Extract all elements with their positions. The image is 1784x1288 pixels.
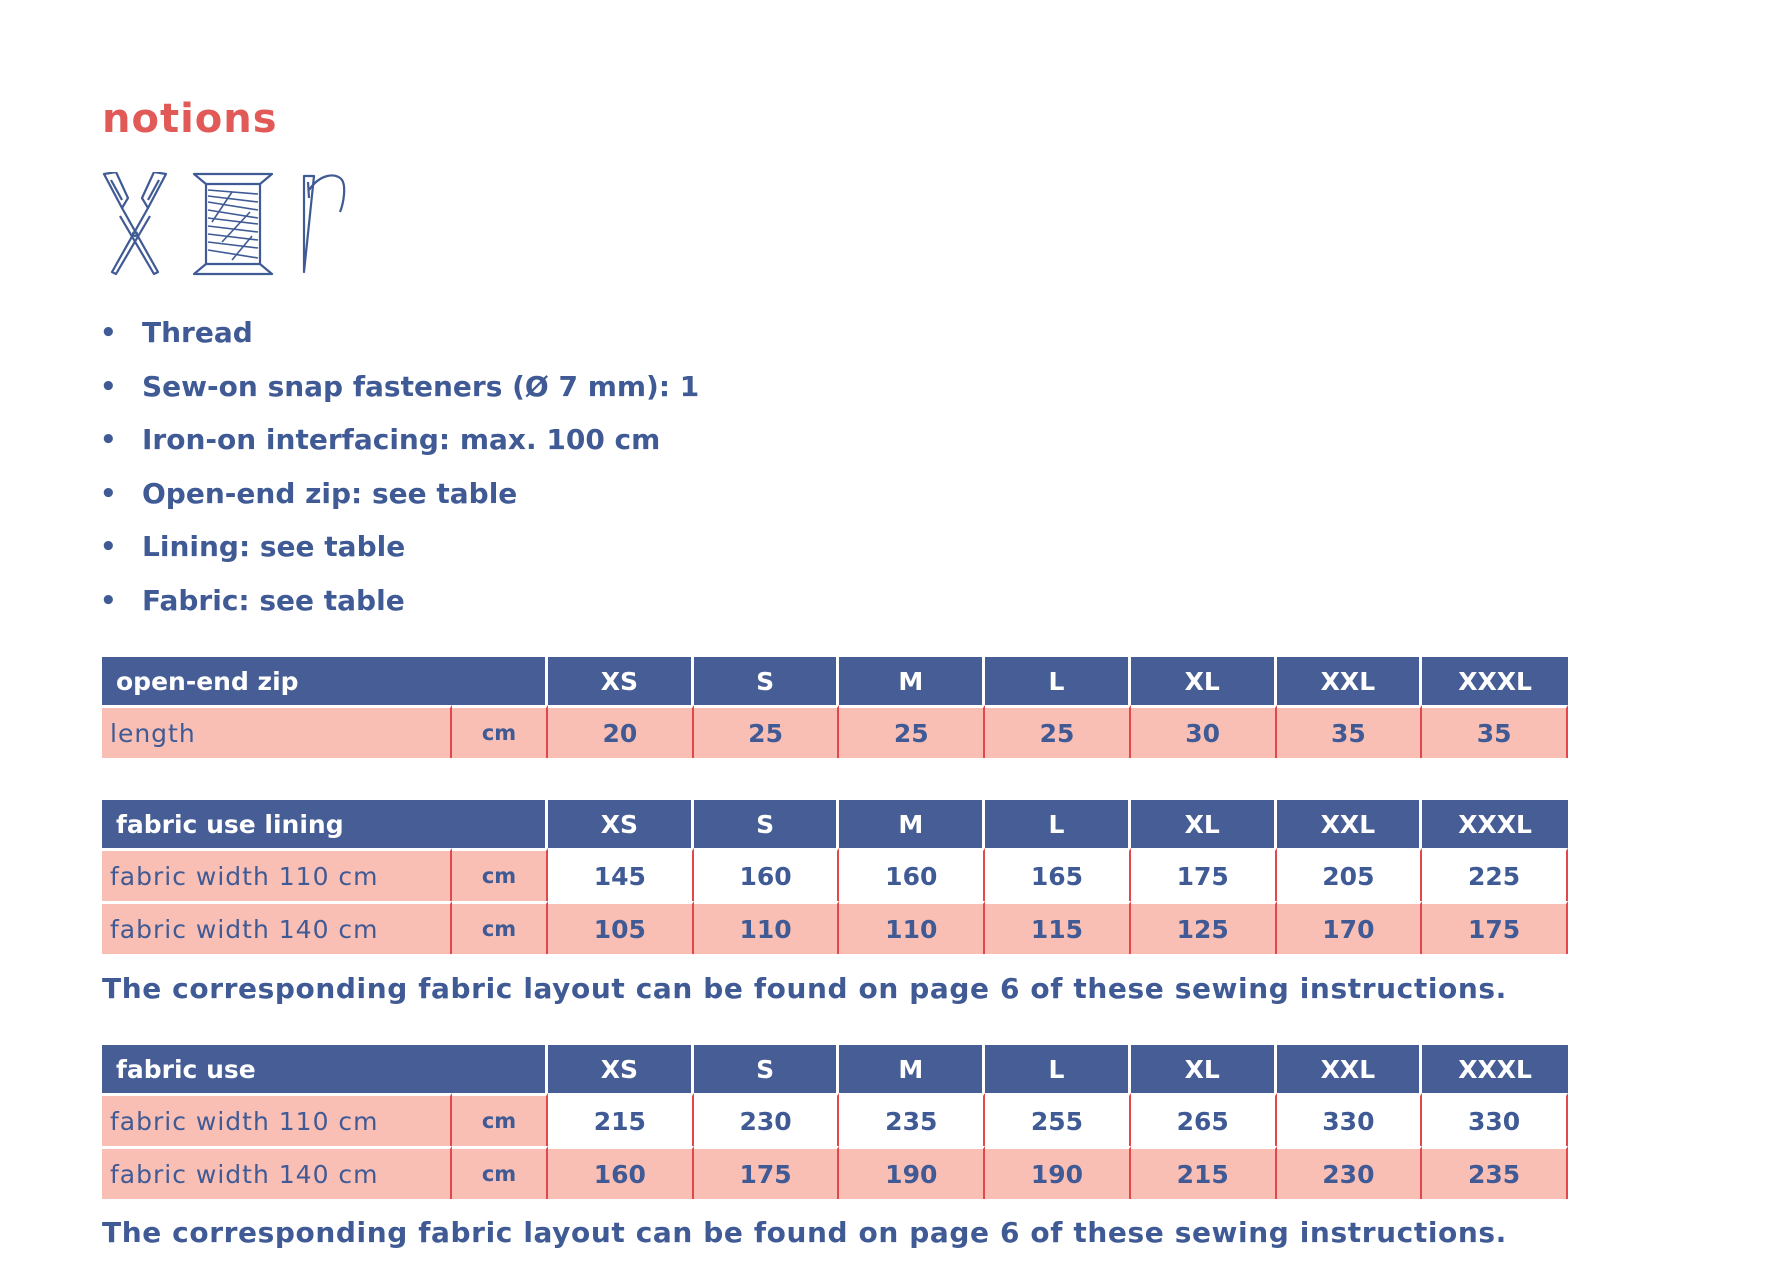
needle-icon — [302, 174, 346, 274]
table-cell: 115 — [985, 901, 1131, 954]
row-unit: cm — [452, 848, 549, 901]
table-cell: 20 — [548, 705, 694, 758]
table-row: fabric width 110 cm cm 215 230 235 255 2… — [102, 1093, 1568, 1146]
list-item: • Sew-on snap fasteners (Ø 7 mm): 1 — [100, 369, 700, 403]
table-header-row: fabric use lining XS S M L XL XXL XXXL — [102, 800, 1568, 848]
section-title: notions — [102, 96, 278, 142]
table-cell: 25 — [985, 705, 1131, 758]
size-header: S — [693, 657, 840, 705]
notions-list: • Thread • Sew-on snap fasteners (Ø 7 mm):… — [100, 315, 699, 637]
size-header: XXXL — [1422, 800, 1568, 848]
list-item: • Thread — [100, 316, 253, 349]
table-cell: 215 — [548, 1093, 694, 1146]
table-cell: 25 — [839, 705, 986, 758]
size-header: S — [693, 1045, 840, 1093]
table-row: fabric width 110 cm cm 145 160 160 165 1… — [102, 848, 1568, 901]
row-unit: cm — [452, 901, 549, 954]
size-header: XXXL — [1422, 657, 1568, 705]
table-cell: 35 — [1422, 705, 1568, 758]
row-label: fabric width 110 cm — [102, 848, 452, 901]
table-cell: 105 — [548, 901, 694, 954]
size-header: L — [985, 657, 1131, 705]
table-row: fabric width 140 cm cm 160 175 190 190 2… — [102, 1146, 1568, 1199]
table-cell: 160 — [693, 848, 840, 901]
size-header: M — [839, 657, 986, 705]
size-header: XL — [1130, 800, 1277, 848]
table-cell: 160 — [839, 848, 986, 901]
table-cell: 235 — [1422, 1146, 1568, 1199]
size-header: M — [839, 1045, 986, 1093]
size-header: L — [985, 800, 1131, 848]
table-cell: 170 — [1276, 901, 1423, 954]
table-cell: 190 — [985, 1146, 1131, 1199]
list-item: • Open-end zip: see table — [100, 476, 518, 510]
table-title: fabric use — [102, 1045, 549, 1093]
table-cell: 160 — [548, 1146, 694, 1199]
table-cell: 230 — [693, 1093, 840, 1146]
notions-icons — [100, 172, 360, 280]
table-cell: 25 — [693, 705, 840, 758]
size-header: XS — [548, 657, 694, 705]
size-header: XL — [1130, 1045, 1277, 1093]
size-header: XL — [1130, 657, 1277, 705]
row-label: fabric width 140 cm — [102, 1146, 452, 1199]
table-cell: 145 — [548, 848, 694, 901]
table-cell: 125 — [1130, 901, 1277, 954]
table-cell: 265 — [1130, 1093, 1277, 1146]
table-header-row: open-end zip XS S M L XL XXL XXXL — [102, 657, 1568, 705]
table-cell: 175 — [1130, 848, 1277, 901]
table-title: fabric use lining — [102, 800, 549, 848]
row-unit: cm — [452, 1093, 549, 1146]
size-header: XXL — [1276, 657, 1423, 705]
row-label: fabric width 110 cm — [102, 1093, 452, 1146]
table-cell: 35 — [1276, 705, 1423, 758]
table-cell: 205 — [1276, 848, 1423, 901]
table-title: open-end zip — [102, 657, 549, 705]
scissors-icon — [102, 172, 168, 276]
row-unit: cm — [452, 705, 549, 758]
size-header: S — [693, 800, 840, 848]
list-item: • Lining: see table — [100, 530, 406, 564]
fabric-table: fabric use XS S M L XL XXL XXXL fabric w… — [102, 1045, 1568, 1199]
size-header: XS — [548, 800, 694, 848]
list-item: • Fabric: see table — [100, 583, 405, 617]
size-header: M — [839, 800, 986, 848]
table-row: fabric width 140 cm cm 105 110 110 115 1… — [102, 901, 1568, 954]
table-cell: 235 — [839, 1093, 986, 1146]
table-cell: 30 — [1130, 705, 1277, 758]
table-cell: 110 — [839, 901, 986, 954]
table-cell: 225 — [1422, 848, 1568, 901]
size-header: XXL — [1276, 800, 1423, 848]
zip-table: open-end zip XS S M L XL XXL XXXL length… — [102, 657, 1568, 758]
table-cell: 175 — [1422, 901, 1568, 954]
list-item: • Iron-on interfacing: max. 100 cm — [100, 423, 661, 457]
table-row: length cm 20 25 25 25 30 35 35 — [102, 705, 1568, 758]
row-unit: cm — [452, 1146, 549, 1199]
table-cell: 110 — [693, 901, 840, 954]
size-header: XXXL — [1422, 1045, 1568, 1093]
thread-spool-icon — [192, 172, 274, 276]
size-header: XXL — [1276, 1045, 1423, 1093]
row-label: length — [102, 705, 452, 758]
row-label: fabric width 140 cm — [102, 901, 452, 954]
fabric-layout-note: The corresponding fabric layout can be f… — [102, 1216, 1507, 1249]
table-cell: 175 — [693, 1146, 840, 1199]
size-header: L — [985, 1045, 1131, 1093]
size-header: XS — [548, 1045, 694, 1093]
table-cell: 230 — [1276, 1146, 1423, 1199]
table-cell: 215 — [1130, 1146, 1277, 1199]
fabric-layout-note: The corresponding fabric layout can be f… — [102, 972, 1507, 1005]
table-cell: 330 — [1276, 1093, 1423, 1146]
table-cell: 330 — [1422, 1093, 1568, 1146]
table-cell: 165 — [985, 848, 1131, 901]
table-header-row: fabric use XS S M L XL XXL XXXL — [102, 1045, 1568, 1093]
lining-table: fabric use lining XS S M L XL XXL XXXL f… — [102, 800, 1568, 954]
table-cell: 255 — [985, 1093, 1131, 1146]
table-cell: 190 — [839, 1146, 986, 1199]
